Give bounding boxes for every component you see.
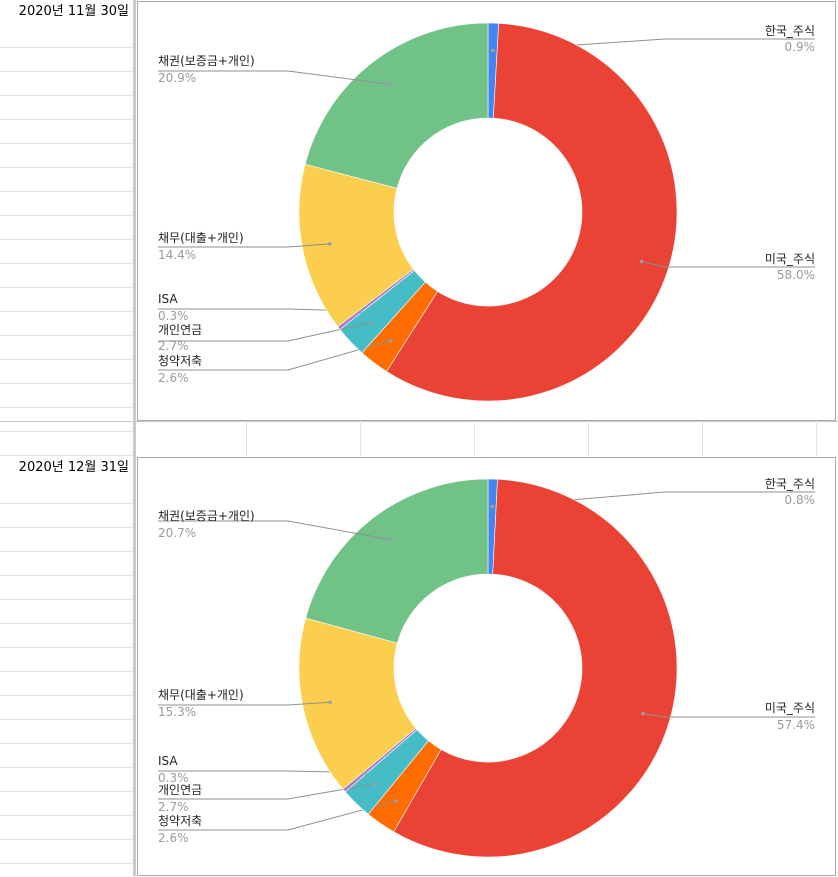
date-cell-1[interactable]: 2020년 11월 30일 [0,0,133,24]
leader-line [158,243,330,248]
leader-dot [327,242,332,246]
slice-percent: 0.3% [158,309,189,323]
leader-dot [641,711,645,716]
slice-percent: 57.4% [777,718,815,732]
donut-slice[interactable] [393,478,678,858]
slice-label: 청약저축 [158,813,202,828]
leader-line [158,520,391,541]
slice-percent: 2.7% [158,800,189,814]
leader-dot [388,338,393,343]
slice-label: 개인연금 [158,323,202,337]
leader-line [642,713,815,718]
donut-chart-nov[interactable]: 한국_주식 0.9% 미국_주식 58.0% 청약저축 2.6% 개인연금 2.7% ISA 0.… [137,1,836,421]
slice-percent: 2.6% [158,831,189,845]
slice-label: 한국_주식 [765,24,815,38]
leader-dot [394,799,399,803]
leader-dot [373,782,378,786]
leader-dot [387,82,392,87]
slice-percent: 0.8% [785,493,816,507]
leader-line [158,70,390,85]
slice-label: 채권(보증금+개인) [158,509,255,523]
donut-chart-svg: 한국_주식 0.8% 미국_주식 57.4% 청약저축 2.6% 개인연금 2.7% ISA 0.… [158,477,816,858]
leader-dot [368,320,373,325]
leader-line [158,800,397,831]
leader-dot [490,48,495,53]
slice-label: 채무(대출+개인) [158,688,244,702]
leader-dot [328,700,332,705]
slice-label: ISA [158,292,178,306]
slice-label: 한국_주식 [765,477,815,491]
slice-label: ISA [158,754,178,768]
slice-percent: 0.9% [785,40,816,54]
slice-percent: 0.3% [158,771,189,785]
donut-slice[interactable] [386,22,678,402]
slice-label: 채무(대출+개인) [158,231,244,245]
leader-line [641,261,815,268]
donut-chart-svg: 한국_주식 0.9% 미국_주식 58.0% 청약저축 2.6% 개인연금 2.7% ISA 0.… [158,22,816,402]
leader-dot [639,259,644,264]
spreadsheet-grid-left [0,0,133,876]
leader-line [158,701,331,706]
leader-line [158,322,371,342]
slice-percent: 14.4% [158,248,196,262]
slice-percent: 20.9% [158,71,196,85]
slice-label: 청약저축 [158,353,202,368]
leader-dot [490,504,494,509]
slice-percent: 58.0% [777,268,815,282]
donut-slice[interactable] [304,22,489,189]
slice-label: 미국_주식 [765,252,815,266]
leader-line [158,340,391,371]
slice-label: 개인연금 [158,783,202,797]
slice-percent: 15.3% [158,705,196,719]
donut-slice[interactable] [305,478,489,644]
date-cell-2[interactable]: 2020년 12월 31일 [0,456,133,480]
leader-dot [388,537,392,542]
donut-chart-dec[interactable]: 한국_주식 0.8% 미국_주식 57.4% 청약저축 2.6% 개인연금 2.7% ISA 0.… [137,457,836,876]
spreadsheet-grid-middle [133,421,838,457]
slice-percent: 20.7% [158,526,196,540]
slice-label: 미국_주식 [765,701,815,715]
slice-percent: 2.6% [158,371,189,385]
slice-label: 채권(보증금+개인) [158,54,255,68]
slice-percent: 2.7% [158,339,189,353]
freeze-divider[interactable] [133,0,136,876]
